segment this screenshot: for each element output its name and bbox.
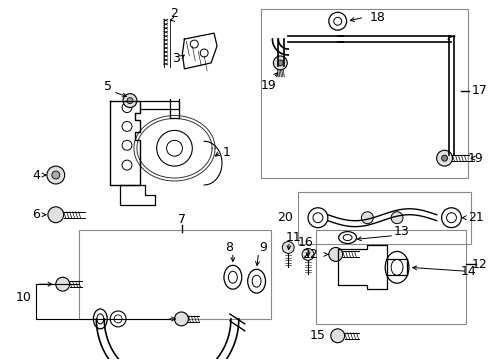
Circle shape: [56, 277, 70, 291]
Text: 17: 17: [471, 84, 487, 97]
Circle shape: [302, 248, 314, 260]
Text: 4: 4: [32, 168, 40, 181]
Circle shape: [47, 166, 65, 184]
Circle shape: [52, 171, 60, 179]
Circle shape: [48, 207, 64, 223]
Circle shape: [127, 98, 133, 104]
Text: 11: 11: [285, 231, 301, 244]
Bar: [298, 192, 471, 243]
Circle shape: [331, 329, 344, 343]
Circle shape: [391, 212, 403, 224]
Circle shape: [437, 150, 452, 166]
Text: 19: 19: [261, 79, 276, 92]
Text: 15: 15: [310, 329, 326, 342]
Circle shape: [273, 56, 287, 70]
Circle shape: [174, 312, 188, 326]
Text: 9: 9: [260, 241, 268, 254]
Circle shape: [123, 94, 137, 108]
Text: 16: 16: [297, 236, 313, 249]
Text: 3: 3: [172, 53, 180, 66]
Bar: [78, 230, 271, 319]
Circle shape: [282, 242, 294, 253]
Text: 20: 20: [277, 211, 293, 224]
Text: 10: 10: [15, 291, 31, 303]
Text: 19: 19: [467, 152, 483, 165]
Bar: [261, 9, 468, 178]
Text: 14: 14: [461, 265, 476, 278]
Text: 7: 7: [178, 213, 186, 226]
Text: 22: 22: [302, 248, 318, 261]
Text: 8: 8: [225, 241, 233, 254]
Circle shape: [329, 247, 343, 261]
Text: 2: 2: [171, 7, 178, 20]
Bar: [316, 230, 466, 324]
Circle shape: [441, 155, 447, 161]
Text: 12: 12: [471, 258, 487, 271]
Text: 18: 18: [369, 11, 385, 24]
Text: 6: 6: [32, 208, 40, 221]
Circle shape: [277, 60, 283, 66]
Text: 5: 5: [104, 80, 112, 93]
Text: 21: 21: [468, 211, 484, 224]
Text: 13: 13: [394, 225, 410, 238]
Circle shape: [362, 212, 373, 224]
Text: 1: 1: [223, 146, 231, 159]
